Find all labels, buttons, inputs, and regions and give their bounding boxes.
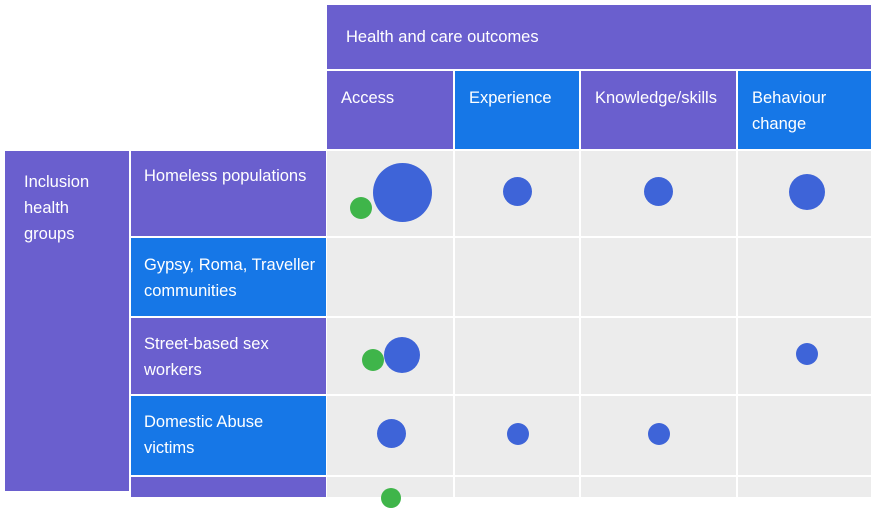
row-header-label: Street-based sex workers xyxy=(144,335,269,379)
bubble-blue xyxy=(789,174,825,210)
bubble-blue xyxy=(377,419,406,448)
bubble-blue xyxy=(644,177,673,206)
bubble-blue xyxy=(373,163,432,222)
row-header-label: Domestic Abuse victims xyxy=(144,413,264,457)
grid-cell xyxy=(455,477,579,497)
column-header-behaviour: Behaviour change xyxy=(738,71,871,149)
group-label-cell: Inclusion health groups xyxy=(5,151,129,491)
grid-cell xyxy=(455,238,579,316)
bubble-blue xyxy=(648,423,670,445)
row-header-sex-workers: Street-based sex workers xyxy=(131,318,326,394)
grid-cell xyxy=(738,477,871,497)
column-header-access: Access xyxy=(327,71,453,149)
column-header-label: Experience xyxy=(469,89,552,107)
row-header-partial xyxy=(131,477,326,497)
group-label: Inclusion health groups xyxy=(24,173,90,243)
grid-cell xyxy=(581,238,736,316)
row-header-homeless: Homeless populations xyxy=(131,151,326,236)
column-header-experience: Experience xyxy=(455,71,579,149)
grid-cell xyxy=(327,238,453,316)
column-header-label: Knowledge/skills xyxy=(595,89,717,107)
bubble-green xyxy=(350,197,372,219)
row-header-label: Gypsy, Roma, Traveller communities xyxy=(144,256,316,300)
bubble-blue xyxy=(384,337,420,373)
row-header-label: Homeless populations xyxy=(144,167,307,185)
grid-cell xyxy=(581,318,736,394)
outcomes-header: Health and care outcomes xyxy=(327,5,871,69)
bubble-blue xyxy=(507,423,529,445)
grid-cell xyxy=(581,477,736,497)
column-header-label: Access xyxy=(341,89,395,107)
column-header-label: Behaviour change xyxy=(752,89,827,133)
outcomes-header-label: Health and care outcomes xyxy=(346,28,539,46)
grid-cell xyxy=(738,238,871,316)
row-header-domestic-abuse: Domestic Abuse victims xyxy=(131,396,326,475)
row-header-gypsy: Gypsy, Roma, Traveller communities xyxy=(131,238,326,316)
bubble-green xyxy=(362,349,384,371)
grid-cell xyxy=(738,396,871,475)
bubble-green xyxy=(381,488,401,508)
grid-cell xyxy=(455,318,579,394)
column-header-knowledge: Knowledge/skills xyxy=(581,71,736,149)
bubble-blue xyxy=(796,343,818,365)
bubble-blue xyxy=(503,177,532,206)
